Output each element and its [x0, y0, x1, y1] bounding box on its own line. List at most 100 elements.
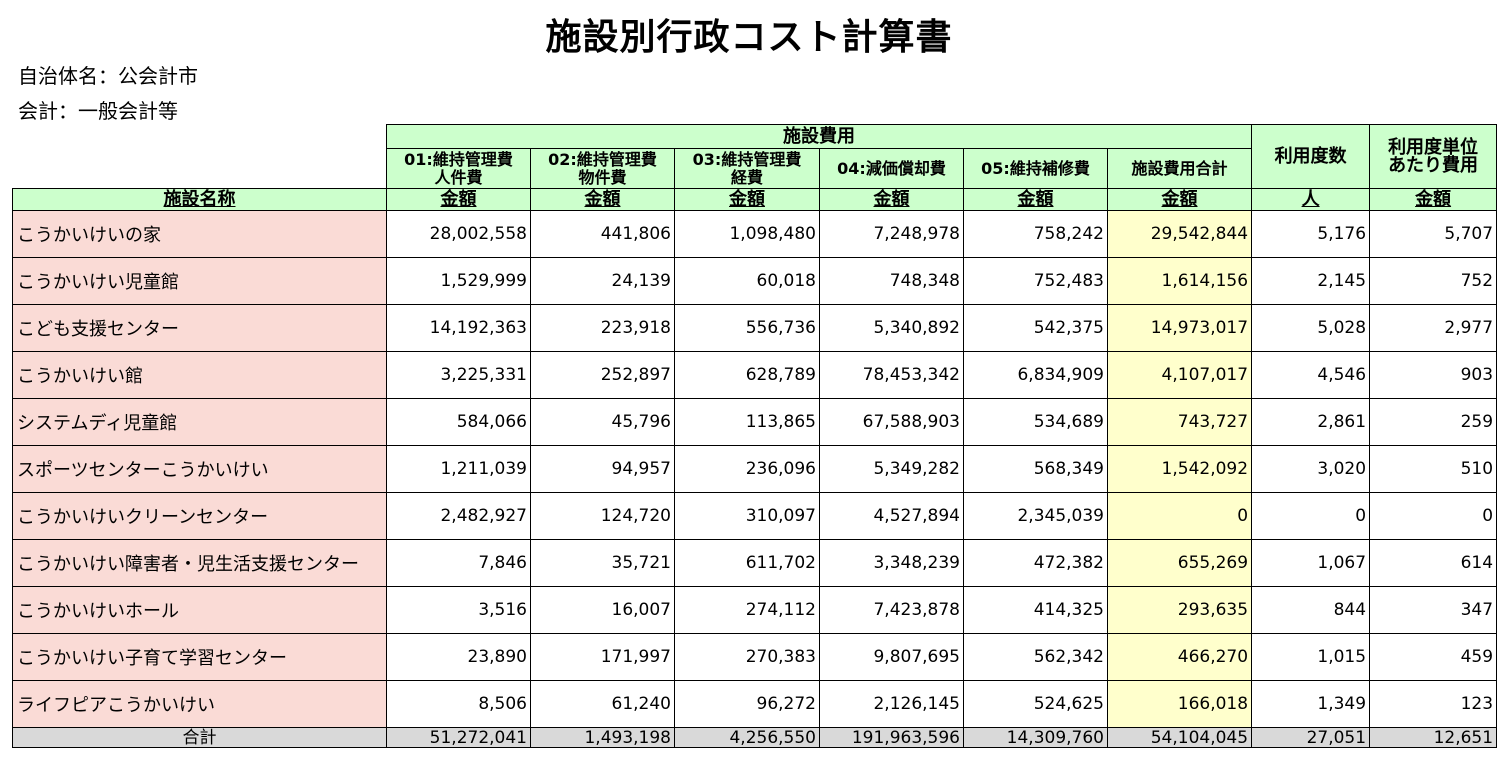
value-cell[interactable]: 0	[1251, 492, 1371, 540]
total-value-cell[interactable]: 1,493,198	[530, 727, 675, 748]
value-cell[interactable]: 844	[1251, 586, 1371, 634]
value-cell[interactable]: 472,382	[963, 539, 1108, 587]
value-cell[interactable]: 252,897	[530, 351, 675, 399]
value-cell[interactable]: 562,342	[963, 633, 1108, 681]
value-cell[interactable]: 1,098,480	[674, 210, 820, 258]
facility-total-cell[interactable]: 1,542,092	[1106, 445, 1253, 493]
value-cell[interactable]: 2,482,927	[386, 492, 531, 540]
value-cell[interactable]: 2,977	[1369, 304, 1498, 352]
facility-name-cell[interactable]: スポーツセンターこうかいけい	[12, 445, 387, 493]
value-cell[interactable]: 611,702	[674, 539, 820, 587]
facility-name-cell[interactable]: こうかいけいクリーンセンター	[12, 492, 387, 540]
total-value-cell[interactable]: 54,104,045	[1106, 727, 1253, 748]
value-cell[interactable]: 28,002,558	[386, 210, 531, 258]
value-cell[interactable]: 1,015	[1251, 633, 1371, 681]
value-cell[interactable]: 2,861	[1251, 398, 1371, 446]
value-cell[interactable]: 24,139	[530, 257, 675, 305]
value-cell[interactable]: 4,546	[1251, 351, 1371, 399]
facility-total-cell[interactable]: 166,018	[1106, 680, 1253, 728]
value-cell[interactable]: 584,066	[386, 398, 531, 446]
value-cell[interactable]: 5,340,892	[819, 304, 964, 352]
value-cell[interactable]: 1,349	[1251, 680, 1371, 728]
value-cell[interactable]: 347	[1369, 586, 1498, 634]
total-value-cell[interactable]: 191,963,596	[819, 727, 964, 748]
value-cell[interactable]: 9,807,695	[819, 633, 964, 681]
value-cell[interactable]: 414,325	[963, 586, 1108, 634]
facility-total-cell[interactable]: 466,270	[1106, 633, 1253, 681]
value-cell[interactable]: 94,957	[530, 445, 675, 493]
value-cell[interactable]: 16,007	[530, 586, 675, 634]
facility-name-cell[interactable]: こうかいけい障害者・児生活支援センター	[12, 539, 387, 587]
facility-total-cell[interactable]: 4,107,017	[1106, 351, 1253, 399]
facility-total-cell[interactable]: 14,973,017	[1106, 304, 1253, 352]
value-cell[interactable]: 7,846	[386, 539, 531, 587]
value-cell[interactable]: 61,240	[530, 680, 675, 728]
value-cell[interactable]: 3,348,239	[819, 539, 964, 587]
facility-name-cell[interactable]: こうかいけい子育て学習センター	[12, 633, 387, 681]
value-cell[interactable]: 5,028	[1251, 304, 1371, 352]
value-cell[interactable]: 67,588,903	[819, 398, 964, 446]
value-cell[interactable]: 2,145	[1251, 257, 1371, 305]
value-cell[interactable]: 60,018	[674, 257, 820, 305]
value-cell[interactable]: 542,375	[963, 304, 1108, 352]
value-cell[interactable]: 3,516	[386, 586, 531, 634]
value-cell[interactable]: 2,345,039	[963, 492, 1108, 540]
facility-total-cell[interactable]: 0	[1106, 492, 1253, 540]
value-cell[interactable]: 123	[1369, 680, 1498, 728]
value-cell[interactable]: 758,242	[963, 210, 1108, 258]
facility-total-cell[interactable]: 655,269	[1106, 539, 1253, 587]
total-value-cell[interactable]: 14,309,760	[963, 727, 1108, 748]
total-value-cell[interactable]: 12,651	[1369, 727, 1498, 748]
facility-name-cell[interactable]: こうかいけいの家	[12, 210, 387, 258]
value-cell[interactable]: 524,625	[963, 680, 1108, 728]
total-value-cell[interactable]: 27,051	[1251, 727, 1371, 748]
value-cell[interactable]: 748,348	[819, 257, 964, 305]
value-cell[interactable]: 614	[1369, 539, 1498, 587]
value-cell[interactable]: 459	[1369, 633, 1498, 681]
facility-name-cell[interactable]: システムディ児童館	[12, 398, 387, 446]
value-cell[interactable]: 510	[1369, 445, 1498, 493]
value-cell[interactable]: 274,112	[674, 586, 820, 634]
value-cell[interactable]: 310,097	[674, 492, 820, 540]
facility-name-cell[interactable]: こうかいけい館	[12, 351, 387, 399]
value-cell[interactable]: 8,506	[386, 680, 531, 728]
facility-name-cell[interactable]: ライフピアこうかいけい	[12, 680, 387, 728]
value-cell[interactable]: 1,529,999	[386, 257, 531, 305]
value-cell[interactable]: 3,225,331	[386, 351, 531, 399]
value-cell[interactable]: 568,349	[963, 445, 1108, 493]
value-cell[interactable]: 1,211,039	[386, 445, 531, 493]
value-cell[interactable]: 752,483	[963, 257, 1108, 305]
facility-name-cell[interactable]: こうかいけい児童館	[12, 257, 387, 305]
value-cell[interactable]: 259	[1369, 398, 1498, 446]
value-cell[interactable]: 45,796	[530, 398, 675, 446]
facility-name-cell[interactable]: こども支援センター	[12, 304, 387, 352]
facility-total-cell[interactable]: 1,614,156	[1106, 257, 1253, 305]
total-value-cell[interactable]: 51,272,041	[386, 727, 531, 748]
value-cell[interactable]: 441,806	[530, 210, 675, 258]
value-cell[interactable]: 14,192,363	[386, 304, 531, 352]
value-cell[interactable]: 556,736	[674, 304, 820, 352]
facility-total-cell[interactable]: 29,542,844	[1106, 210, 1253, 258]
value-cell[interactable]: 5,707	[1369, 210, 1498, 258]
facility-total-cell[interactable]: 743,727	[1106, 398, 1253, 446]
value-cell[interactable]: 270,383	[674, 633, 820, 681]
value-cell[interactable]: 1,067	[1251, 539, 1371, 587]
value-cell[interactable]: 113,865	[674, 398, 820, 446]
value-cell[interactable]: 5,176	[1251, 210, 1371, 258]
value-cell[interactable]: 171,997	[530, 633, 675, 681]
value-cell[interactable]: 124,720	[530, 492, 675, 540]
value-cell[interactable]: 752	[1369, 257, 1498, 305]
total-value-cell[interactable]: 4,256,550	[674, 727, 820, 748]
value-cell[interactable]: 628,789	[674, 351, 820, 399]
value-cell[interactable]: 7,248,978	[819, 210, 964, 258]
value-cell[interactable]: 3,020	[1251, 445, 1371, 493]
value-cell[interactable]: 903	[1369, 351, 1498, 399]
value-cell[interactable]: 0	[1369, 492, 1498, 540]
value-cell[interactable]: 7,423,878	[819, 586, 964, 634]
value-cell[interactable]: 78,453,342	[819, 351, 964, 399]
value-cell[interactable]: 2,126,145	[819, 680, 964, 728]
value-cell[interactable]: 5,349,282	[819, 445, 964, 493]
value-cell[interactable]: 96,272	[674, 680, 820, 728]
value-cell[interactable]: 4,527,894	[819, 492, 964, 540]
facility-total-cell[interactable]: 293,635	[1106, 586, 1253, 634]
